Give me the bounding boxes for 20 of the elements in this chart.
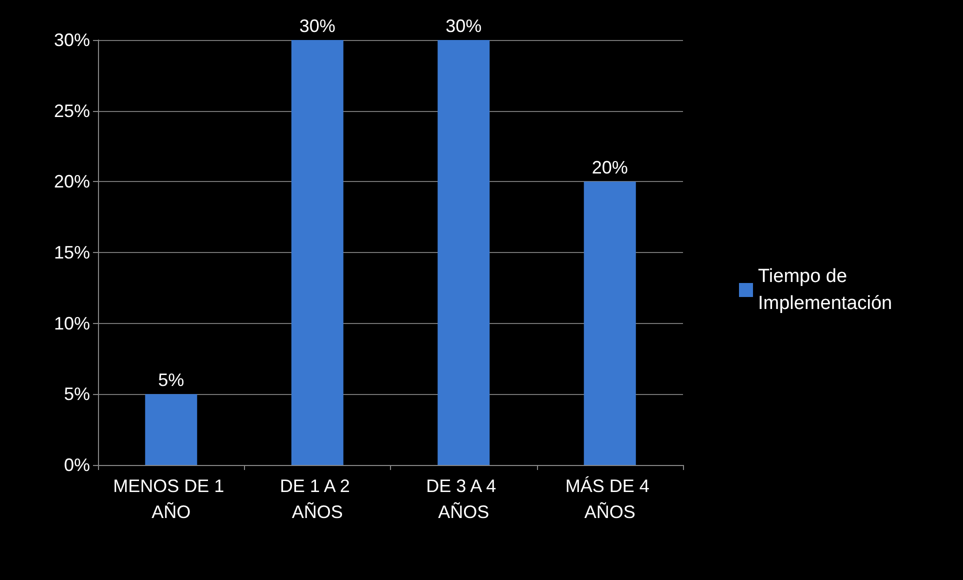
bar: [291, 40, 344, 465]
y-tick-label: 20%: [54, 172, 90, 192]
x-tick-label: MÁS DE 4 AÑOS: [565, 476, 654, 522]
y-tick-label: 25%: [54, 100, 90, 121]
legend-label: Tiempo de Implementación: [758, 266, 892, 314]
data-label: 20%: [592, 158, 628, 178]
y-tick-label: 0%: [64, 455, 90, 475]
y-tick-label: 30%: [54, 30, 90, 50]
x-tick-label: DE 3 A 4 AÑOS: [426, 476, 502, 522]
data-label: 30%: [299, 16, 336, 36]
data-label: 30%: [446, 16, 482, 36]
y-tick-label: 10%: [54, 313, 90, 334]
x-tick-label: MENOS DE 1 AÑO: [113, 476, 230, 522]
x-tick-label: DE 1 A 2 AÑOS: [280, 476, 355, 522]
bar: [584, 182, 636, 465]
y-tick-label: 5%: [64, 384, 90, 404]
data-label: 5%: [158, 370, 184, 390]
bar: [438, 40, 490, 465]
y-tick-label: 15%: [54, 242, 90, 262]
bar: [145, 394, 198, 465]
